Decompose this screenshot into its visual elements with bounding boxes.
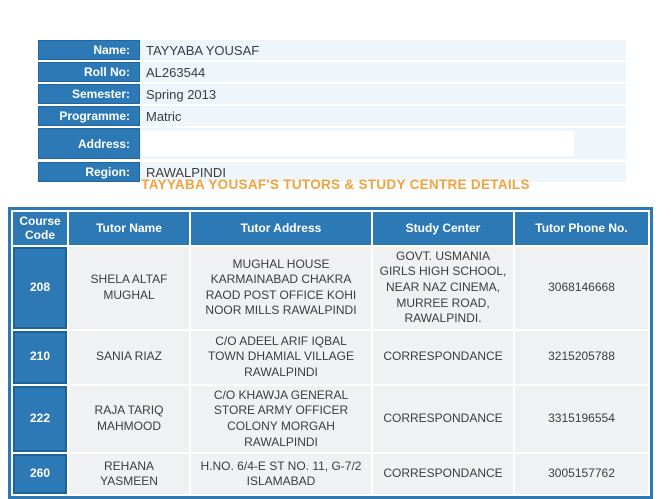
region-label: Region:: [38, 162, 140, 182]
tutor-address-cell: C/O KHAWJA GENERAL STORE ARMY OFFICER CO…: [191, 385, 371, 453]
tutor-name-cell: REHANA YASMEEN: [69, 454, 189, 495]
name-label: Name:: [38, 40, 140, 60]
programme-label: Programme:: [38, 106, 140, 126]
name-value: TAYYABA YOUSAF: [146, 42, 260, 58]
region-value: RAWALPINDI: [146, 164, 226, 180]
tutor-name-cell: SANIA RIAZ: [69, 330, 189, 384]
table-row: 260 REHANA YASMEEN H.NO. 6/4-E ST NO. 11…: [13, 454, 648, 495]
header-tutor-phone: Tutor Phone No.: [515, 212, 648, 245]
address-input[interactable]: [142, 131, 574, 156]
header-study-center: Study Center: [373, 212, 513, 245]
tutor-name-cell: RAJA TARIQ MAHMOOD: [69, 385, 189, 453]
header-course-code: Course Code: [13, 212, 67, 245]
study-center-cell: CORRESPONDANCE: [373, 454, 513, 495]
tutors-table: Course Code Tutor Name Tutor Address Stu…: [8, 207, 653, 499]
course-code-cell: 208: [13, 246, 67, 329]
tutor-phone-cell: 3068146668: [515, 246, 648, 329]
header-tutor-name: Tutor Name: [69, 212, 189, 245]
info-row-rollno: Roll No: AL263544: [38, 62, 626, 82]
tutor-address-cell: C/O ADEEL ARIF IQBAL TOWN DHAMIAL VILLAG…: [191, 330, 371, 384]
page-title: TAYYABA YOUSAF'S TUTORS & STUDY CENTRE D…: [141, 177, 530, 192]
semester-value: Spring 2013: [146, 86, 217, 102]
info-row-name: Name: TAYYABA YOUSAF: [38, 40, 626, 60]
tutor-address-cell: MUGHAL HOUSE KARMAINABAD CHAKRA RAOD POS…: [191, 246, 371, 329]
tutor-phone-cell: 3005157762: [515, 454, 648, 495]
course-code-cell: 260: [13, 454, 67, 495]
study-center-cell: CORRESPONDANCE: [373, 385, 513, 453]
course-code-cell: 222: [13, 385, 67, 453]
table-row: 222 RAJA TARIQ MAHMOOD C/O KHAWJA GENERA…: [13, 385, 648, 453]
info-row-region: Region: RAWALPINDI: [38, 162, 626, 182]
address-value-wrap: [140, 128, 626, 159]
semester-label: Semester:: [38, 84, 140, 104]
study-center-cell: GOVT. USMANIA GIRLS HIGH SCHOOL, NEAR NA…: [373, 246, 513, 329]
tutor-address-cell: H.NO. 6/4-E ST NO. 11, G-7/2 ISLAMABAD: [191, 454, 371, 495]
table-header-row: Course Code Tutor Name Tutor Address Stu…: [13, 212, 648, 245]
info-row-programme: Programme: Matric: [38, 106, 626, 126]
header-tutor-address: Tutor Address: [191, 212, 371, 245]
tutor-phone-cell: 3315196554: [515, 385, 648, 453]
student-info-panel: Name: TAYYABA YOUSAF Roll No: AL263544 S…: [38, 40, 626, 184]
tutor-name-cell: SHELA ALTAF MUGHAL: [69, 246, 189, 329]
rollno-label: Roll No:: [38, 62, 140, 82]
course-code-cell: 210: [13, 330, 67, 384]
programme-value: Matric: [146, 108, 182, 124]
tutor-phone-cell: 3215205788: [515, 330, 648, 384]
rollno-value: AL263544: [146, 64, 206, 80]
info-row-semester: Semester: Spring 2013: [38, 84, 626, 104]
table-row: 210 SANIA RIAZ C/O ADEEL ARIF IQBAL TOWN…: [13, 330, 648, 384]
address-label: Address:: [38, 128, 140, 159]
study-center-cell: CORRESPONDANCE: [373, 330, 513, 384]
info-row-address: Address:: [38, 128, 626, 159]
table-row: 208 SHELA ALTAF MUGHAL MUGHAL HOUSE KARM…: [13, 246, 648, 329]
